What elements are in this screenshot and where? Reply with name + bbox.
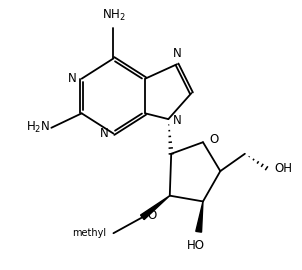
Text: O: O (148, 209, 157, 222)
Text: H$_2$N: H$_2$N (26, 120, 50, 135)
Text: NH$_2$: NH$_2$ (101, 8, 125, 23)
Text: OH: OH (275, 162, 293, 175)
Text: N: N (173, 114, 182, 127)
Text: N: N (68, 72, 76, 85)
Polygon shape (196, 201, 203, 232)
Polygon shape (140, 196, 170, 220)
Text: N: N (99, 127, 108, 140)
Text: O: O (209, 133, 219, 146)
Text: HO: HO (187, 239, 205, 252)
Text: methyl: methyl (72, 228, 106, 238)
Text: N: N (173, 47, 182, 60)
